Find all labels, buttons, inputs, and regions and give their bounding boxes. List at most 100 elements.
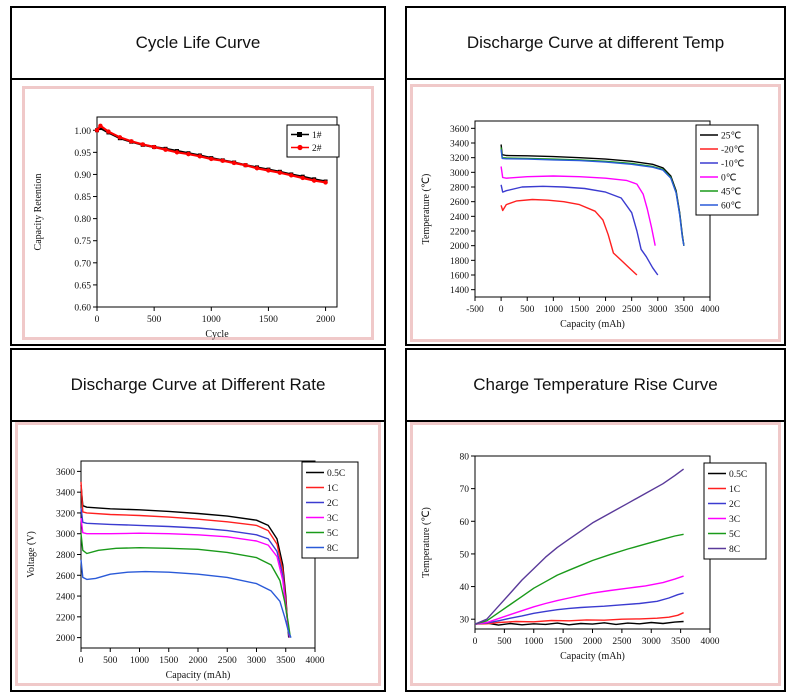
plot-area [96,116,338,308]
x-axis-label: Cycle [205,329,229,340]
y-tick-label: 3600 [56,468,75,478]
x-tick-label: 1000 [544,305,563,315]
y-tick-label: 2600 [56,572,75,582]
panel-discharge-rate: Discharge Curve at Different Rate 0 500 10… [10,348,386,692]
series-line [500,166,656,246]
y-tick-label: 2400 [450,213,469,223]
y-axis-label: Temperature (℃) [421,174,432,245]
y-tick-label: 1800 [450,257,469,267]
y-axis-label: Temperature (℃) [421,507,432,578]
charge-temp-rise-chart: 0 500 1000 1500 2000 2500 3000 3500 4000 30 40 50 60… [421,453,767,662]
legend-label: 8C [729,545,740,555]
series-line [474,612,684,625]
x-tick-label: 1500 [259,315,278,325]
y-tick-label: 70 [460,485,470,495]
series-line [474,620,684,626]
series-line [80,484,290,638]
data-point [266,168,271,173]
y-tick-label: 2800 [450,184,469,194]
data-point [300,175,305,181]
x-tick-label: 2000 [316,315,335,325]
y-tick-label: 2000 [450,242,469,252]
legend-label: 2C [327,499,338,509]
x-tick-label: 2500 [622,305,641,315]
data-point [186,151,191,157]
x-tick-label: 2000 [189,656,208,666]
y-tick-label: 60 [460,518,470,528]
y-tick-label: 30 [460,616,470,626]
legend-label: 3C [729,515,740,525]
x-tick-label: 0 [499,305,504,315]
plot-area [474,455,711,630]
series-line [500,184,659,276]
legend-label: 0.5C [729,470,747,480]
series-line [96,124,326,184]
legend-label: 1C [327,484,338,494]
x-tick-label: 1000 [130,656,149,666]
discharge-rate-chart: 0 500 1000 1500 2000 2500 3000 3500 4000 2000 2200… [26,460,359,681]
x-tick-label: -500 [466,305,484,315]
legend-label: 60℃ [721,202,742,212]
x-tick-label: 0 [473,637,478,647]
cycle-life-chart: 0 500 1000 1500 2000 0.60 0.65 0.70 0.75 0.80 0.85… [33,116,340,340]
legend-box [301,461,359,559]
x-tick-label: 3500 [674,305,693,315]
y-tick-label: 2800 [56,551,75,561]
y-tick-label: 40 [460,583,470,593]
y-tick-label: 0.60 [74,304,91,314]
legend-label: 45℃ [721,188,742,198]
x-tick-label: 1500 [554,637,573,647]
series-line [500,149,685,246]
y-tick-label: 50 [460,550,470,560]
y-tick-label: 3200 [56,509,75,519]
y-tick-label: 1400 [450,286,469,296]
x-tick-label: 4000 [306,656,325,666]
data-point [311,178,317,183]
x-tick-label: 1500 [570,305,589,315]
plot-frame: 0 500 1000 1500 2000 2500 3000 3500 4000 2000 2200… [15,422,381,686]
y-tick-label: 2400 [56,593,75,603]
legend-label: 0℃ [721,174,737,184]
plot-frame: -500 0 500 1000 1500 2000 2500 3000 3500 4000 1400… [410,84,781,342]
data-point [197,154,203,159]
legend-box [695,124,759,216]
data-point [231,160,237,166]
data-point [163,147,168,152]
x-tick-label: 2000 [596,305,615,315]
series-line [474,533,684,625]
x-tick-label: 500 [520,305,535,315]
plot-frame: 0 500 1000 1500 2000 0.60 0.65 0.70 0.75 0.80 0.85… [22,86,374,340]
y-tick-label: 3400 [56,489,75,499]
x-tick-label: 500 [103,656,118,666]
legend-label: 0.5C [327,469,345,479]
y-tick-label: 3600 [450,125,469,135]
legend-marker [297,144,303,151]
y-axis-label: Capacity Retention [33,174,44,251]
series-line [474,575,684,625]
legend-label: 5C [729,530,740,540]
x-tick-label: 2500 [612,637,631,647]
y-tick-label: 0.95 [74,149,91,159]
x-tick-label: 0 [95,315,100,325]
y-tick-label: 0.85 [74,193,91,203]
series-line [474,468,685,625]
y-tick-label: 3200 [450,154,469,164]
x-tick-label: 500 [497,637,512,647]
legend-label: 25℃ [721,132,742,142]
y-tick-label: 0.70 [74,259,91,269]
series-line [80,481,290,638]
legend-label: 3C [327,514,338,524]
data-point [117,135,123,140]
legend-label: 1# [312,131,322,141]
x-tick-label: 3500 [671,637,690,647]
data-point [98,123,103,129]
data-point [243,162,248,168]
y-tick-label: 1.00 [74,127,91,137]
y-tick-label: 0.90 [74,171,91,181]
y-tick-label: 1600 [450,272,469,282]
series-line [500,147,685,246]
y-tick-label: 2200 [56,613,75,623]
legend-label: 2C [729,500,740,510]
data-point [106,129,111,134]
legend-label: -10℃ [721,160,745,170]
